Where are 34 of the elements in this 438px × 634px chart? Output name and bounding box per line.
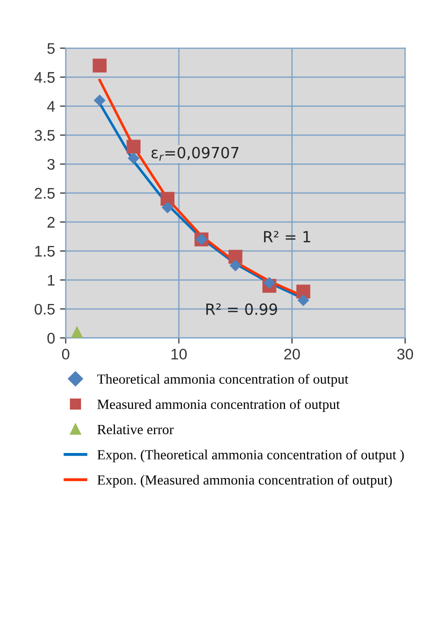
y-tick-label: 3 — [47, 158, 55, 170]
point — [160, 192, 174, 206]
point — [263, 276, 276, 289]
y-tick-label: 3.5 — [34, 130, 55, 141]
point — [162, 202, 174, 214]
annotation: R² = 0.99 — [206, 303, 278, 315]
point — [297, 294, 310, 306]
point — [230, 260, 242, 272]
x-tick-label: 30 — [397, 348, 414, 360]
x-tick-label: 0 — [62, 348, 70, 360]
legend-label: Expon. (Measured ammonia concentration of output) — [97, 474, 392, 488]
y-tick-label: 1 — [48, 275, 55, 286]
annotation: ε$_{r}$=0,09707 — [152, 146, 238, 161]
legend-label: Theoretical ammonia concentration of output — [97, 374, 348, 387]
x-tick-label: 10 — [172, 348, 187, 360]
y-tick-label: 0.5 — [34, 304, 55, 315]
y-tick-label: 4.5 — [34, 72, 55, 83]
point — [296, 284, 310, 299]
y-tick-label: 0 — [47, 332, 55, 344]
x-tick-label: 20 — [284, 348, 300, 360]
y-tick-label: 2 — [48, 216, 55, 228]
point — [126, 140, 141, 154]
legend-label: Expon. (Theoretical ammonia concentration of output ) — [97, 450, 404, 462]
point — [92, 58, 107, 73]
annotation: R² = 1 — [264, 230, 310, 242]
y-tick-label: 4 — [47, 101, 55, 112]
legend-label: Measured ammonia concentration of output — [97, 399, 340, 412]
y-tick-label: 5 — [47, 43, 55, 54]
point — [94, 94, 106, 106]
legend-label: Relative error — [97, 424, 174, 434]
point — [228, 250, 242, 264]
y-tick-label: 1.5 — [35, 246, 55, 257]
point — [128, 152, 140, 164]
y-tick-label: 2.5 — [34, 188, 55, 199]
